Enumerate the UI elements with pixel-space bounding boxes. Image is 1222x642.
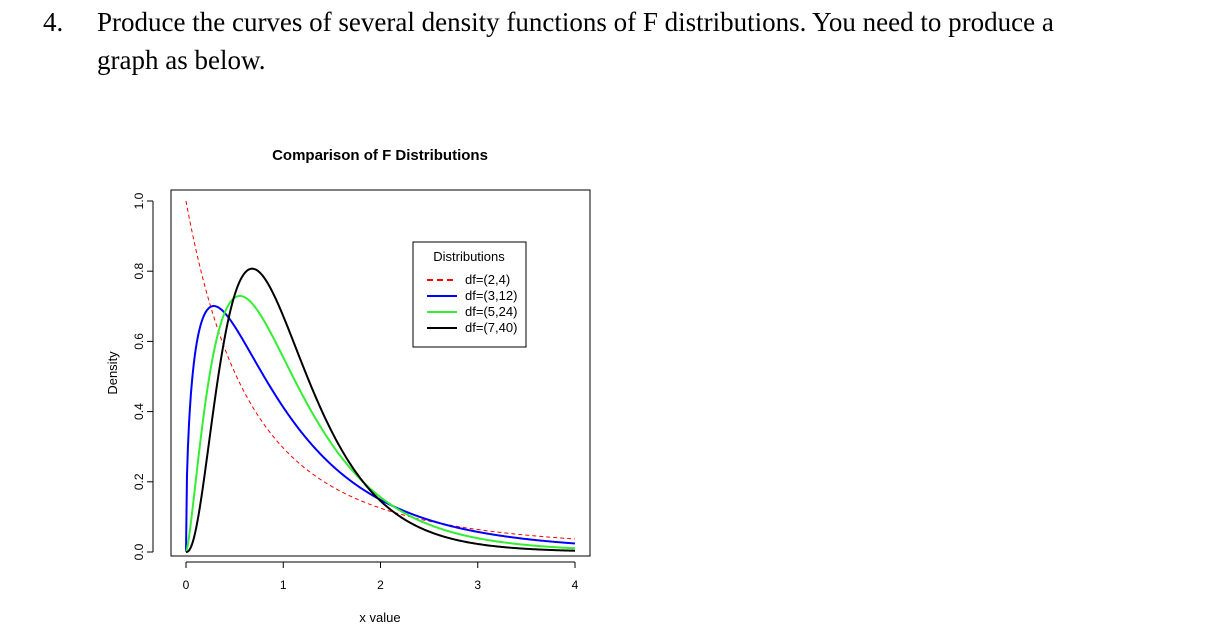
legend-title: Distributions bbox=[433, 249, 505, 264]
legend-label: df=(5,24) bbox=[465, 304, 517, 319]
series-line-df-5-24 bbox=[185, 294, 576, 553]
question-number: 4. bbox=[43, 7, 64, 37]
legend-box bbox=[412, 241, 527, 348]
y-axis: 0.0 0.2 0.4 0.6 0.8 1.0 bbox=[132, 192, 154, 560]
y-tick-label: 0.6 bbox=[132, 333, 146, 350]
y-tick-label: 0.2 bbox=[132, 473, 146, 490]
y-tick-label: 1.0 bbox=[132, 192, 146, 209]
x-tick-label: 4 bbox=[572, 578, 579, 592]
x-tick-label: 1 bbox=[280, 578, 287, 592]
x-tick-label: 3 bbox=[474, 578, 481, 592]
y-tick-label: 0.4 bbox=[132, 403, 146, 420]
legend-label: df=(3,12) bbox=[465, 288, 517, 303]
series-line-df-7-40 bbox=[185, 267, 576, 553]
y-tick-label: 0.8 bbox=[132, 263, 146, 280]
series-layer bbox=[185, 200, 576, 553]
x-tick-label: 0 bbox=[183, 578, 190, 592]
question-line-2: graph as below. bbox=[97, 45, 266, 75]
legend-label: df=(2,4) bbox=[465, 272, 510, 287]
legend: Distributions df=(2,4)df=(3,12)df=(5,24)… bbox=[412, 241, 527, 348]
chart-title: Comparison of F Distributions bbox=[272, 147, 488, 164]
legend-label: df=(7,40) bbox=[465, 320, 517, 335]
x-axis-label: x value bbox=[359, 610, 400, 625]
x-axis: 0 1 2 3 4 bbox=[183, 561, 579, 592]
plot-frame bbox=[170, 189, 591, 557]
x-tick-label: 2 bbox=[377, 578, 384, 592]
y-tick-label: 0.0 bbox=[132, 543, 146, 560]
y-axis-label: Density bbox=[105, 351, 120, 395]
question-line-1: Produce the curves of several density fu… bbox=[97, 7, 1054, 37]
